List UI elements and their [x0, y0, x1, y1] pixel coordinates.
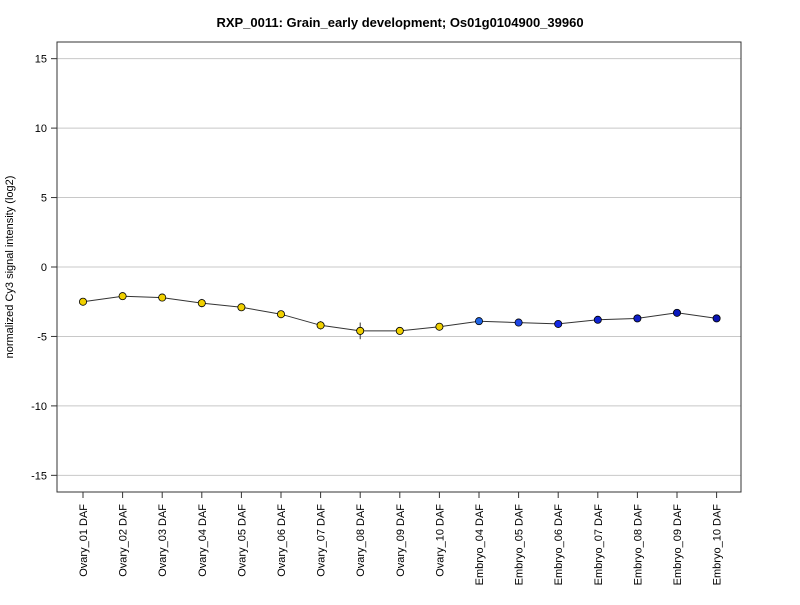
data-point — [435, 322, 444, 331]
data-point — [79, 297, 88, 306]
chart-title: RXP_0011: Grain_early development; Os01g… — [216, 15, 583, 30]
x-tick-label: Ovary_03 DAF — [157, 504, 169, 577]
grid-lines — [57, 58, 741, 476]
y-tick-label: 5 — [41, 193, 47, 205]
y-tick-label: 10 — [35, 123, 47, 135]
data-point — [712, 314, 721, 323]
x-tick-label: Embryo_09 DAF — [672, 504, 684, 586]
series — [79, 292, 721, 340]
x-tick-label: Ovary_08 DAF — [355, 504, 367, 577]
x-tick-label: Embryo_10 DAF — [712, 504, 724, 586]
x-tick-label: Ovary_05 DAF — [236, 504, 248, 577]
data-point — [554, 319, 563, 328]
x-tick-label: Embryo_06 DAF — [553, 504, 565, 586]
x-tick-label: Embryo_04 DAF — [474, 504, 486, 586]
x-tick-label: Ovary_04 DAF — [197, 504, 209, 577]
x-tick-label: Embryo_05 DAF — [514, 504, 526, 586]
y-tick-label: 15 — [35, 54, 47, 66]
x-tick-label: Ovary_09 DAF — [395, 504, 407, 577]
y-tick-label: -10 — [31, 401, 47, 413]
data-point — [593, 315, 602, 324]
data-point — [276, 310, 285, 319]
data-point — [158, 293, 167, 302]
x-tick-label: Ovary_01 DAF — [78, 504, 90, 577]
y-tick-label: 0 — [41, 262, 47, 274]
data-point — [395, 326, 404, 335]
x-tick-label: Embryo_07 DAF — [593, 504, 605, 586]
y-tick-label: -15 — [31, 470, 47, 482]
y-tick-label: -5 — [37, 331, 47, 343]
data-point — [474, 317, 483, 326]
y-axis-label: normalized Cy3 signal intensity (log2) — [4, 176, 16, 359]
x-axis: Ovary_01 DAF Ovary_02 DAF Ovary_03 DAF Ovar… — [78, 492, 724, 585]
data-point — [237, 303, 246, 312]
data-point — [514, 318, 523, 327]
data-point — [316, 321, 325, 330]
x-tick-label: Embryo_08 DAF — [632, 504, 644, 586]
x-tick-label: Ovary_07 DAF — [316, 504, 328, 577]
data-point — [356, 326, 365, 335]
series-line — [82, 295, 717, 332]
plot-frame — [56, 41, 742, 493]
x-tick-label: Ovary_10 DAF — [434, 504, 446, 577]
x-tick-label: Ovary_02 DAF — [118, 504, 130, 577]
data-point — [673, 308, 682, 317]
y-axis: 15 10 5 0 -5 -10 -15 — [31, 54, 57, 482]
data-point — [197, 299, 206, 308]
data-point — [118, 292, 127, 301]
x-tick-label: Ovary_06 DAF — [276, 504, 288, 577]
data-point — [633, 314, 642, 323]
